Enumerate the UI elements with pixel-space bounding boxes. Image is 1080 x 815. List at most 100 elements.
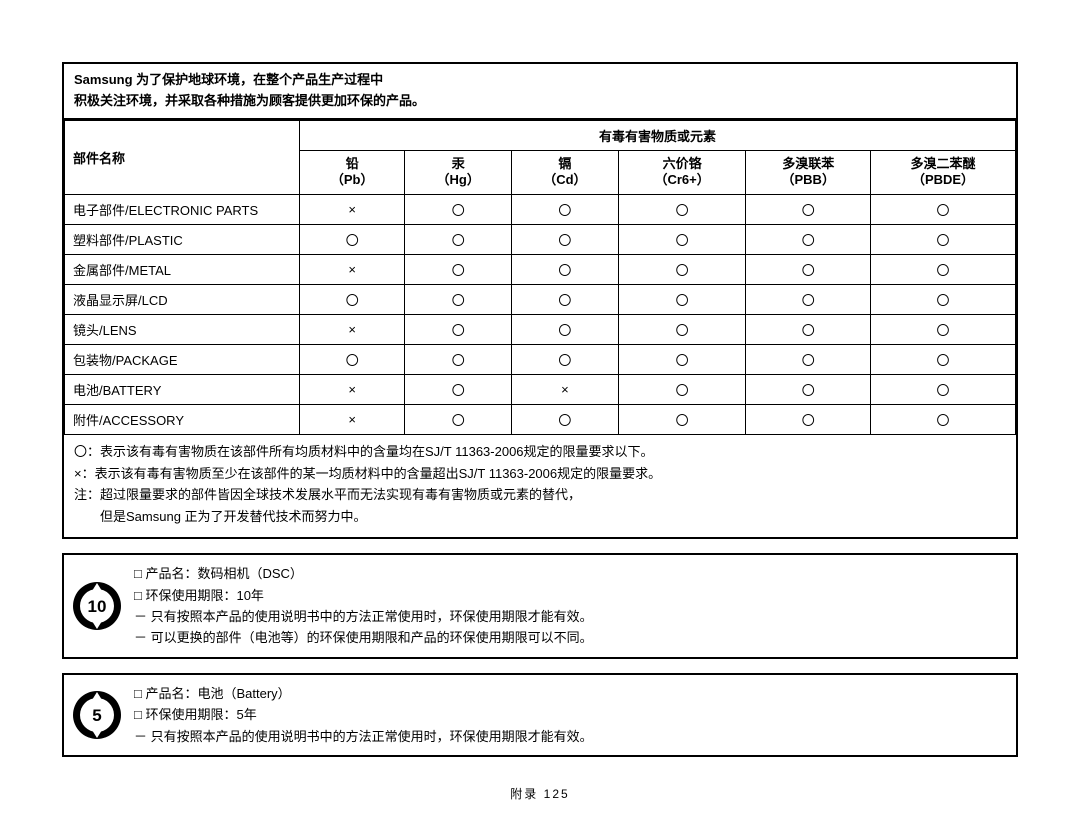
cell: 〇 <box>618 375 746 405</box>
cell: 〇 <box>871 285 1016 315</box>
col-pbb: 多溴联苯（PBB） <box>746 150 871 195</box>
footer-page: 125 <box>544 787 570 801</box>
cell: 〇 <box>618 315 746 345</box>
col-header-part: 部件名称 <box>65 120 300 195</box>
cell: × <box>300 375 405 405</box>
cell: 〇 <box>618 345 746 375</box>
cell: 〇 <box>512 255 619 285</box>
cell: 〇 <box>618 195 746 225</box>
box2-line1: □ 产品名：电池（Battery） <box>134 683 593 704</box>
epup-box-battery: 5 □ 产品名：电池（Battery） □ 环保使用期限：5年 － 只有按照本产… <box>62 673 1018 757</box>
cell: 〇 <box>512 345 619 375</box>
legend-block: 〇：表示该有毒有害物质在该部件所有均质材料中的含量均在SJ/T 11363-20… <box>64 435 1016 537</box>
col-cd: 镉（Cd） <box>512 150 619 195</box>
cell: 〇 <box>871 225 1016 255</box>
table-row: 附件/ACCESSORY×〇〇〇〇〇 <box>65 405 1016 435</box>
cell: 〇 <box>512 405 619 435</box>
footer-label: 附录 <box>510 787 538 801</box>
table-body: 电子部件/ELECTRONIC PARTS×〇〇〇〇〇塑料部件/PLASTIC〇… <box>65 195 1016 435</box>
box2-line3: － 只有按照本产品的使用说明书中的方法正常使用时，环保使用期限才能有效。 <box>134 726 593 747</box>
cell: 〇 <box>746 225 871 255</box>
col-header-hazards: 有毒有害物质或元素 <box>300 120 1016 150</box>
cell: × <box>300 195 405 225</box>
legend-line-cross: ×：表示该有毒有害物质至少在该部件的某一均质材料中的含量超出SJ/T 11363… <box>74 463 1006 484</box>
table-row: 金属部件/METAL×〇〇〇〇〇 <box>65 255 1016 285</box>
cell: 〇 <box>871 345 1016 375</box>
row-label: 金属部件/METAL <box>65 255 300 285</box>
compliance-box: Samsung 为了保护地球环境，在整个产品生产过程中 积极关注环境，并采取各种… <box>62 62 1018 539</box>
cell: 〇 <box>300 225 405 255</box>
epup-icon-10: 10 <box>72 581 122 631</box>
cell: 〇 <box>618 405 746 435</box>
cell: 〇 <box>746 405 871 435</box>
cell: 〇 <box>871 315 1016 345</box>
legend-line-circle: 〇：表示该有毒有害物质在该部件所有均质材料中的含量均在SJ/T 11363-20… <box>74 441 1006 462</box>
cell: 〇 <box>512 195 619 225</box>
cell: 〇 <box>871 405 1016 435</box>
box2-line2: □ 环保使用期限：5年 <box>134 704 593 725</box>
box1-line3: － 只有按照本产品的使用说明书中的方法正常使用时，环保使用期限才能有效。 <box>134 606 593 627</box>
row-label: 液晶显示屏/LCD <box>65 285 300 315</box>
cell: 〇 <box>618 285 746 315</box>
legend-line-note2: 但是Samsung 正为了开发替代技术而努力中。 <box>74 506 1006 527</box>
table-row: 电池/BATTERY×〇×〇〇〇 <box>65 375 1016 405</box>
epup-text-dsc: □ 产品名：数码相机（DSC） □ 环保使用期限：10年 － 只有按照本产品的使… <box>134 563 593 649</box>
cell: 〇 <box>405 405 512 435</box>
box1-line1: □ 产品名：数码相机（DSC） <box>134 563 593 584</box>
row-label: 塑料部件/PLASTIC <box>65 225 300 255</box>
page-footer: 附录 125 <box>62 785 1018 802</box>
cell: × <box>300 405 405 435</box>
cell: 〇 <box>512 315 619 345</box>
cell: 〇 <box>746 285 871 315</box>
table-row: 电子部件/ELECTRONIC PARTS×〇〇〇〇〇 <box>65 195 1016 225</box>
cell: 〇 <box>405 375 512 405</box>
col-pbde: 多溴二苯醚（PBDE） <box>871 150 1016 195</box>
row-label: 镜头/LENS <box>65 315 300 345</box>
table-row: 包装物/PACKAGE〇〇〇〇〇〇 <box>65 345 1016 375</box>
cell: 〇 <box>405 345 512 375</box>
box1-line2: □ 环保使用期限：10年 <box>134 585 593 606</box>
cell: 〇 <box>300 345 405 375</box>
epup-icon-5: 5 <box>72 690 122 740</box>
box1-line4: － 可以更换的部件（电池等）的环保使用期限和产品的环保使用期限可以不同。 <box>134 627 593 648</box>
cell: 〇 <box>512 225 619 255</box>
cell: 〇 <box>618 255 746 285</box>
cell: 〇 <box>618 225 746 255</box>
cell: × <box>300 255 405 285</box>
cell: 〇 <box>405 255 512 285</box>
cell: 〇 <box>405 195 512 225</box>
row-label: 附件/ACCESSORY <box>65 405 300 435</box>
intro-line1: Samsung 为了保护地球环境，在整个产品生产过程中 <box>74 72 383 87</box>
table-row: 液晶显示屏/LCD〇〇〇〇〇〇 <box>65 285 1016 315</box>
cell: 〇 <box>405 225 512 255</box>
cell: 〇 <box>746 375 871 405</box>
table-row: 镜头/LENS×〇〇〇〇〇 <box>65 315 1016 345</box>
cell: × <box>300 315 405 345</box>
cell: 〇 <box>405 285 512 315</box>
hazardous-substance-table: 部件名称 有毒有害物质或元素 铅（Pb） 汞（Hg） 镉（Cd） 六价铬（Cr6… <box>64 120 1016 436</box>
row-label: 包装物/PACKAGE <box>65 345 300 375</box>
table-row: 塑料部件/PLASTIC〇〇〇〇〇〇 <box>65 225 1016 255</box>
svg-text:5: 5 <box>92 706 101 725</box>
cell: 〇 <box>746 195 871 225</box>
cell: 〇 <box>405 315 512 345</box>
epup-text-battery: □ 产品名：电池（Battery） □ 环保使用期限：5年 － 只有按照本产品的… <box>134 683 593 747</box>
cell: × <box>512 375 619 405</box>
epup-box-dsc: 10 □ 产品名：数码相机（DSC） □ 环保使用期限：10年 － 只有按照本产… <box>62 553 1018 659</box>
cell: 〇 <box>871 255 1016 285</box>
cell: 〇 <box>300 285 405 315</box>
col-pb: 铅（Pb） <box>300 150 405 195</box>
cell: 〇 <box>871 375 1016 405</box>
cell: 〇 <box>746 315 871 345</box>
cell: 〇 <box>871 195 1016 225</box>
intro-block: Samsung 为了保护地球环境，在整个产品生产过程中 积极关注环境，并采取各种… <box>64 64 1016 120</box>
row-label: 电池/BATTERY <box>65 375 300 405</box>
col-hg: 汞（Hg） <box>405 150 512 195</box>
legend-line-note1: 注：超过限量要求的部件皆因全球技术发展水平而无法实现有毒有害物质或元素的替代， <box>74 484 1006 505</box>
cell: 〇 <box>746 345 871 375</box>
row-label: 电子部件/ELECTRONIC PARTS <box>65 195 300 225</box>
cell: 〇 <box>746 255 871 285</box>
svg-text:10: 10 <box>88 597 107 616</box>
intro-line2: 积极关注环境，并采取各种措施为顾客提供更加环保的产品。 <box>74 93 425 108</box>
col-cr6: 六价铬（Cr6+） <box>618 150 746 195</box>
